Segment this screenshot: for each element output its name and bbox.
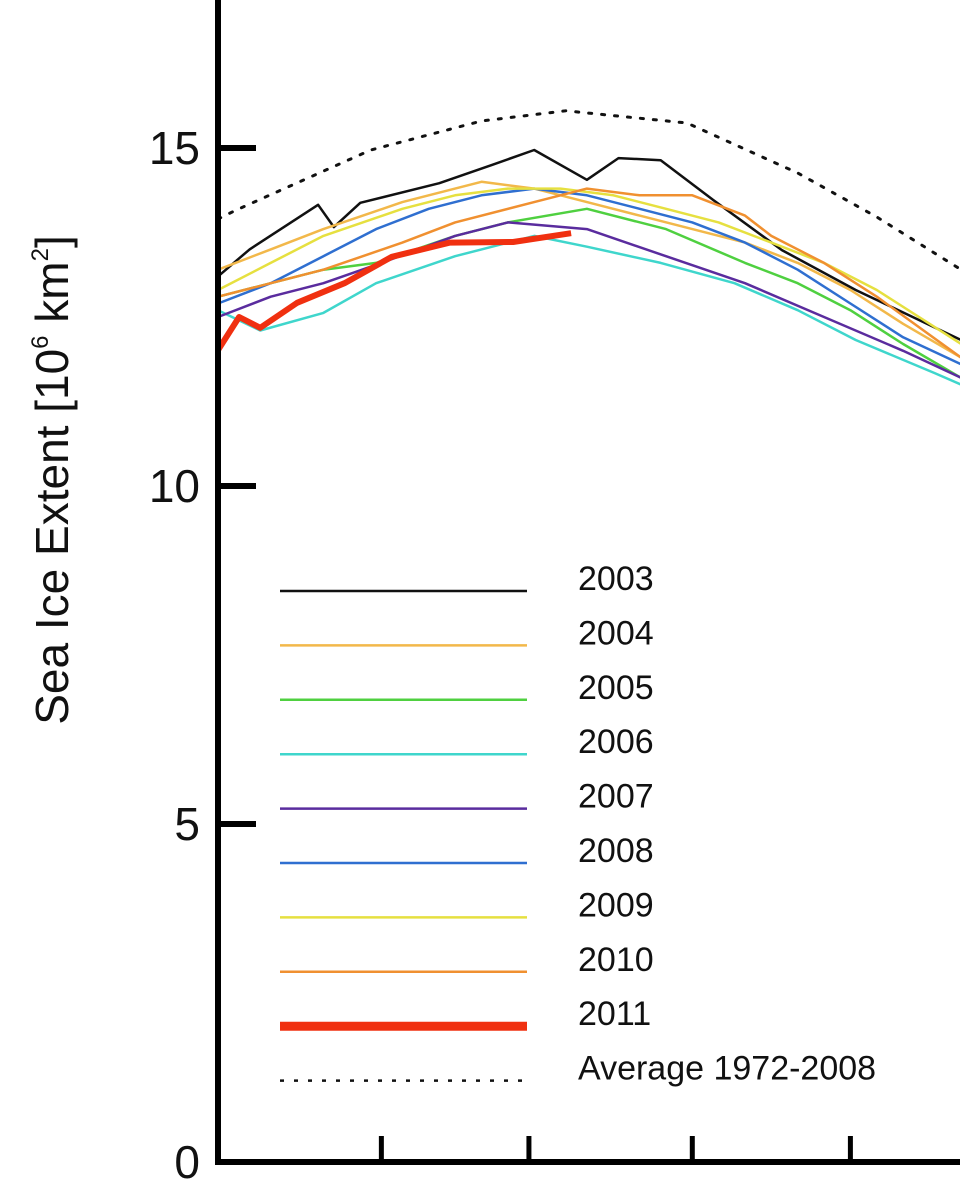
series-line-2006 bbox=[217, 234, 960, 386]
legend-label: 2003 bbox=[578, 560, 654, 598]
y-ticks: 0 5 10 15 bbox=[149, 122, 256, 1188]
legend-label: Average 1972-2008 bbox=[578, 1050, 876, 1088]
legend: 2003 2004 2005 2006 2007 2008 2009 2010 2011 Aver… bbox=[280, 560, 876, 1088]
legend-label: 2005 bbox=[578, 669, 654, 707]
series-line-2003 bbox=[217, 148, 960, 341]
series-layer bbox=[215, 109, 960, 386]
series-line-average-1972-2008 bbox=[216, 109, 960, 271]
legend-label: 2008 bbox=[578, 832, 654, 870]
legend-label: 2009 bbox=[578, 886, 654, 924]
series-line-2011 bbox=[215, 230, 572, 352]
series-line-2008 bbox=[217, 187, 960, 366]
series-line-2004 bbox=[217, 180, 960, 359]
y-tick-label: 0 bbox=[174, 1136, 200, 1188]
legend-label: 2010 bbox=[578, 941, 654, 979]
legend-label: 2007 bbox=[578, 778, 654, 816]
series-line-2010 bbox=[217, 187, 960, 359]
y-tick-label: 10 bbox=[149, 460, 200, 512]
legend-label: 2006 bbox=[578, 723, 654, 761]
x-ticks bbox=[378, 1136, 853, 1162]
y-tick-label: 5 bbox=[174, 798, 200, 850]
legend-label: 2004 bbox=[578, 614, 654, 652]
y-axis-label: Sea Ice Extent [106 km2] bbox=[26, 235, 78, 725]
series-line-2007 bbox=[217, 221, 960, 379]
legend-label: 2011 bbox=[578, 995, 651, 1033]
y-tick-label: 15 bbox=[149, 122, 200, 174]
series-line-2009 bbox=[217, 187, 960, 345]
